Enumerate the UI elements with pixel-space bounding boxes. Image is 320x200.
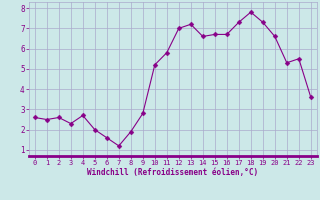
X-axis label: Windchill (Refroidissement éolien,°C): Windchill (Refroidissement éolien,°C)	[87, 168, 258, 177]
